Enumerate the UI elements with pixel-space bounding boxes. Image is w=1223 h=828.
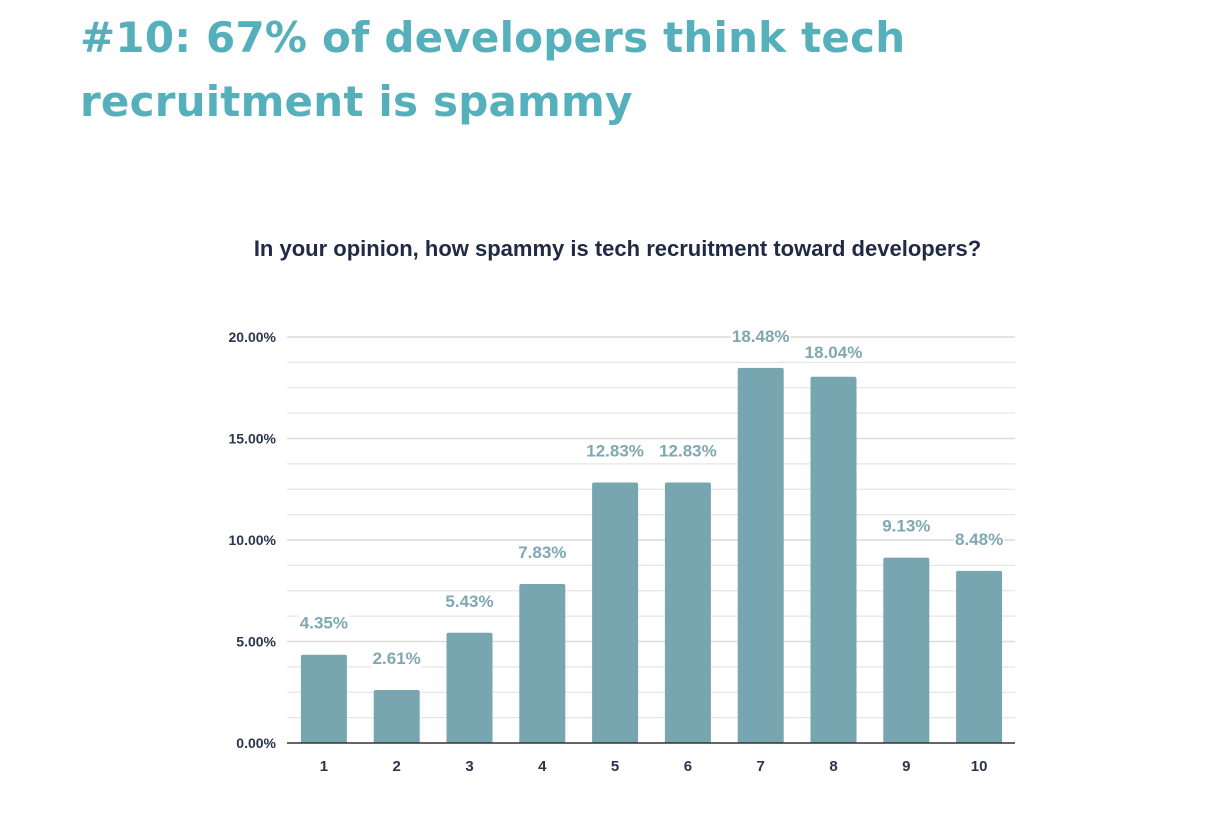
- data-label: 2.61%: [373, 649, 421, 668]
- bar: [300, 654, 347, 743]
- bar: [810, 376, 857, 743]
- bar: [592, 482, 639, 743]
- data-label: 8.48%: [955, 530, 1003, 549]
- bar: [664, 482, 711, 743]
- x-tick-label: 2: [393, 758, 401, 775]
- x-tick-label: 7: [757, 758, 765, 775]
- x-tick-label: 3: [465, 758, 473, 775]
- bar: [373, 690, 420, 743]
- data-label-mask: [954, 529, 1005, 549]
- x-tick-label: 10: [971, 758, 988, 775]
- chart-title: In your opinion, how spammy is tech recr…: [253, 236, 982, 261]
- data-label-mask: [298, 613, 349, 633]
- data-label: 4.35%: [300, 614, 348, 633]
- y-tick-label: 20.00%: [229, 329, 277, 345]
- x-tick-label: 8: [829, 758, 837, 775]
- y-tick-label: 10.00%: [229, 532, 277, 548]
- bar: [956, 570, 1003, 743]
- data-label-mask: [371, 649, 422, 669]
- data-label: 18.48%: [732, 327, 790, 346]
- bar: [519, 584, 566, 743]
- x-axis-ticks: 1 2 3 4 5 6 7 8 9 10: [320, 758, 988, 775]
- data-label: 12.83%: [586, 442, 644, 461]
- data-label: 7.83%: [518, 543, 566, 562]
- y-tick-label: 5.00%: [236, 634, 276, 650]
- y-tick-label: 15.00%: [229, 431, 277, 447]
- page-heading: #10: 67% of developers think tech recrui…: [80, 13, 906, 126]
- data-label-mask: [444, 591, 495, 611]
- data-label-mask: [803, 342, 864, 362]
- data-label: 18.04%: [805, 343, 863, 362]
- y-tick-label: 0.00%: [236, 735, 276, 751]
- x-tick-label: 9: [902, 758, 910, 775]
- bars: [300, 367, 1003, 743]
- bar: [883, 557, 930, 743]
- x-tick-label: 6: [684, 758, 692, 775]
- bar: [737, 367, 784, 743]
- data-label-mask: [881, 516, 932, 536]
- data-label-mask: [730, 326, 791, 346]
- data-label-mask: [517, 543, 568, 563]
- data-label: 9.13%: [882, 517, 930, 536]
- data-label: 5.43%: [445, 592, 493, 611]
- x-tick-label: 1: [320, 758, 328, 775]
- data-label: 12.83%: [659, 442, 717, 461]
- bar: [446, 632, 493, 743]
- data-labels: 4.35% 2.61% 5.43% 7.83% 12.83% 12.83% 18.48% 18…: [298, 326, 1005, 669]
- x-tick-label: 5: [611, 758, 619, 775]
- data-label-mask: [585, 441, 645, 461]
- x-tick-label: 4: [538, 758, 547, 775]
- y-axis-ticks: 0.00% 5.00% 10.00% 15.00% 20.00%: [229, 329, 277, 751]
- data-label-mask: [658, 441, 718, 461]
